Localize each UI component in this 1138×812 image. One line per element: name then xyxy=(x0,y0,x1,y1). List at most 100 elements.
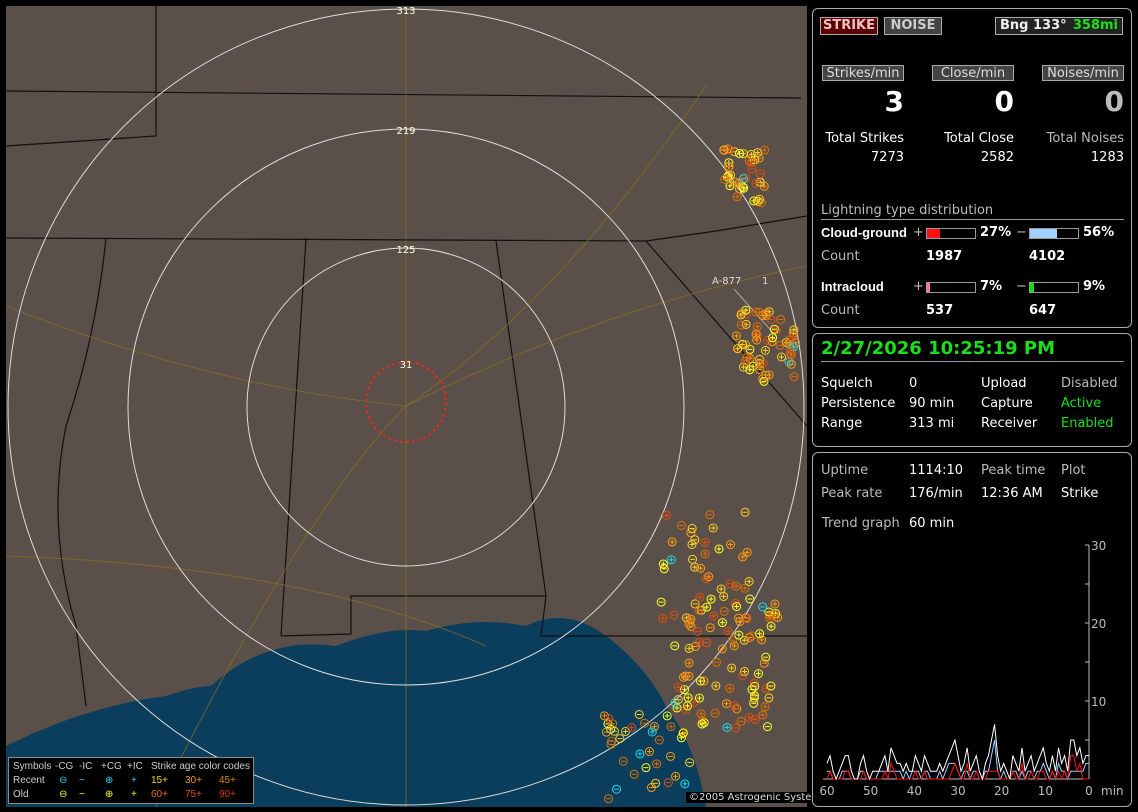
state-border xyxy=(280,595,546,637)
strike-marker xyxy=(732,192,742,202)
strike-marker xyxy=(734,148,744,158)
strike-marker xyxy=(747,157,757,167)
strike-marker xyxy=(740,583,750,593)
close-per-min-button[interactable]: Close/min xyxy=(932,65,1014,81)
strike-marker xyxy=(754,194,764,204)
neg-ic-recent-icon: − xyxy=(79,775,85,786)
trend-graph-label: Trend graph xyxy=(822,516,900,531)
status-k2-0: Upload xyxy=(981,376,1027,391)
strike-marker xyxy=(609,726,619,736)
strike-marker xyxy=(725,540,735,550)
strike-marker xyxy=(739,362,749,372)
total-close-label: Total Close xyxy=(944,131,1014,146)
distance-value: 358mi xyxy=(1072,18,1118,33)
strike-marker xyxy=(754,364,764,374)
cg-positive-pct: 27% xyxy=(980,225,1012,240)
legend-pos-cg: +CG xyxy=(101,761,122,772)
x-tick-label: 40 xyxy=(907,784,922,798)
strike-button[interactable]: STRIKE xyxy=(820,17,878,35)
strike-marker xyxy=(607,736,617,746)
noises-per-min-button[interactable]: Noises/min xyxy=(1042,65,1124,81)
strike-marker xyxy=(776,314,786,324)
state-border xyxy=(280,237,307,637)
ic-plus-sign: + xyxy=(913,279,924,294)
status-k2-1: Capture xyxy=(981,396,1033,411)
strike-marker xyxy=(785,348,795,358)
strike-marker xyxy=(736,716,746,726)
close-per-min-value: 0 xyxy=(994,85,1014,118)
strike-marker xyxy=(717,618,727,628)
strike-marker xyxy=(683,693,693,703)
status-v-0: 0 xyxy=(909,376,918,391)
strike-marker xyxy=(699,718,709,728)
strike-marker xyxy=(712,657,722,667)
strike-marker xyxy=(695,676,705,686)
close-range-ring xyxy=(365,361,447,443)
total-noises-value: 1283 xyxy=(1090,150,1124,165)
strike-marker xyxy=(685,758,695,768)
strikes-per-min-button[interactable]: Strikes/min xyxy=(822,65,904,81)
trend-series-pos-cg xyxy=(826,755,1089,781)
strike-marker xyxy=(663,778,673,788)
legend-symbols: Symbols xyxy=(13,761,52,772)
strike-marker xyxy=(688,554,698,564)
range-label: 219 xyxy=(396,126,415,137)
strike-marker xyxy=(719,591,729,601)
strike-marker xyxy=(770,599,780,609)
strike-marker xyxy=(761,684,771,694)
cg-negative-pct: 56% xyxy=(1083,225,1115,240)
trend-graph: 30 20 10 60 50 40 30 20 10 0 min xyxy=(819,539,1123,798)
map-canvas[interactable]: 313 219 125 31 A-877 1 xyxy=(6,6,807,807)
lightning-map[interactable]: 313 219 125 31 A-877 1 xyxy=(6,6,807,807)
status-panel: 2/27/2026 10:25:19 PM Squelch 0 Upload Disa… xyxy=(812,333,1132,447)
strike-marker xyxy=(741,319,751,329)
strike-marker xyxy=(758,710,768,720)
plot-value[interactable]: Strike xyxy=(1061,486,1099,501)
distribution-title: Lightning type distribution xyxy=(821,203,994,218)
strike-marker xyxy=(745,632,755,642)
strike-marker xyxy=(755,169,765,179)
cg-positive-bar xyxy=(926,228,976,239)
trend-series-neg-cg xyxy=(827,739,1089,781)
uptime-label: Uptime xyxy=(821,463,869,478)
strike-marker xyxy=(670,641,680,651)
total-strikes-label: Total Strikes xyxy=(825,131,904,146)
strike-marker xyxy=(740,507,750,517)
strike-marker xyxy=(749,678,759,688)
status-k-1: Persistence xyxy=(821,396,896,411)
strike-marker xyxy=(647,727,657,737)
strike-marker xyxy=(685,616,695,626)
strike-marker xyxy=(717,644,727,654)
strike-marker xyxy=(702,602,712,612)
strike-marker xyxy=(634,710,644,720)
strike-marker xyxy=(700,549,710,559)
pos-cg-recent-icon: ⊕ xyxy=(105,775,114,786)
strike-marker xyxy=(680,685,690,695)
strike-marker xyxy=(754,359,764,369)
trend-graph-value[interactable]: 60 min xyxy=(909,516,955,531)
strike-marker xyxy=(734,178,744,188)
strike-marker xyxy=(745,365,755,375)
strike-marker xyxy=(635,749,645,759)
age-75: 75+ xyxy=(185,789,202,800)
strike-marker xyxy=(753,148,763,158)
status-divider xyxy=(821,361,1124,362)
status-v-1: 90 min xyxy=(909,396,955,411)
strike-marker xyxy=(684,643,694,653)
noise-button[interactable]: NOISE xyxy=(884,17,942,35)
state-border xyxy=(6,6,157,147)
strike-marker xyxy=(760,345,770,355)
strike-marker xyxy=(714,544,724,554)
state-border xyxy=(6,90,802,99)
strike-marker xyxy=(666,555,676,565)
strike-marker xyxy=(690,535,700,545)
strike-marker xyxy=(656,597,666,607)
ic-positive-count: 537 xyxy=(926,303,954,318)
strike-marker xyxy=(658,613,668,623)
station-count: 1 xyxy=(762,276,768,287)
strike-marker xyxy=(731,581,741,591)
ic-positive-bar xyxy=(926,282,976,293)
strike-marker xyxy=(742,547,752,557)
strikes-per-min-value: 3 xyxy=(884,85,904,118)
strike-marker xyxy=(760,702,770,712)
